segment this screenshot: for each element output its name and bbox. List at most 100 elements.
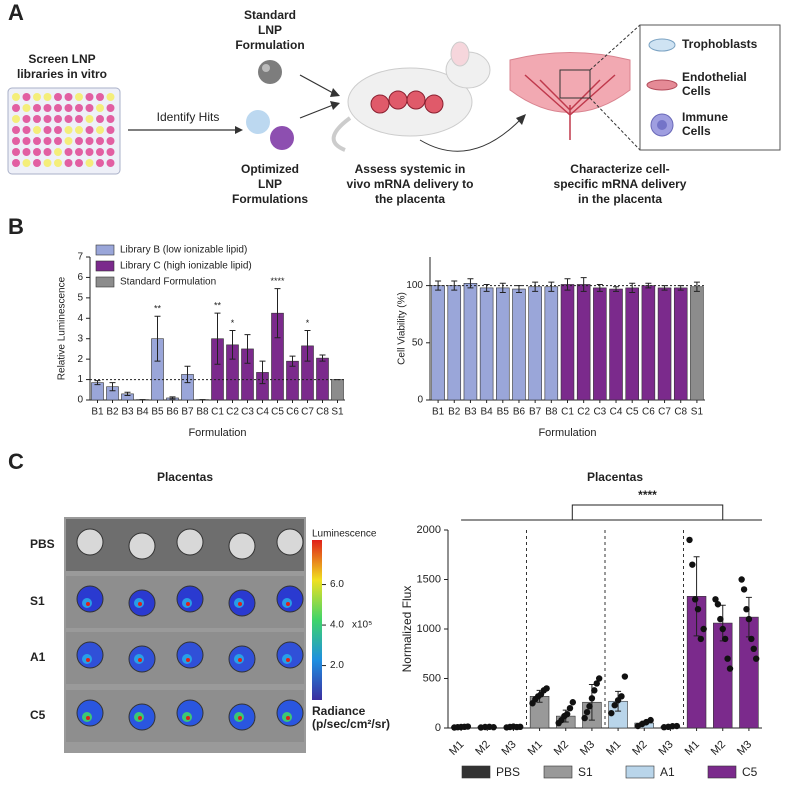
data-point xyxy=(647,716,654,724)
data-point xyxy=(694,606,702,613)
x-tick-label: C2 xyxy=(577,407,590,418)
well xyxy=(85,137,94,145)
caption-line: LNP xyxy=(258,177,282,191)
data-point xyxy=(752,655,760,662)
well xyxy=(33,126,41,134)
x-tick-label: B6 xyxy=(166,407,179,418)
x-tick-label: M3 xyxy=(499,739,518,758)
well xyxy=(12,104,20,112)
y-tick-label: 2 xyxy=(77,354,83,365)
data-point xyxy=(618,693,625,700)
legend-label: S1 xyxy=(578,765,593,779)
error-bar xyxy=(94,380,101,386)
well xyxy=(12,148,20,156)
legend-label: C5 xyxy=(742,765,758,779)
legend-label: PBS xyxy=(496,765,520,779)
bar xyxy=(286,360,299,401)
well xyxy=(64,159,73,167)
well xyxy=(75,126,83,134)
bar xyxy=(544,286,559,401)
signal xyxy=(86,602,90,606)
data-point xyxy=(608,709,615,717)
error-bar xyxy=(548,281,555,292)
error-bar xyxy=(169,396,176,400)
data-point xyxy=(490,724,497,731)
bar xyxy=(528,286,542,401)
image-title: Placentas xyxy=(157,470,213,484)
x-tick-label: C4 xyxy=(610,407,623,418)
bar xyxy=(657,287,672,401)
data-point xyxy=(724,655,731,662)
error-bar xyxy=(645,282,652,289)
data-point xyxy=(611,702,618,709)
well xyxy=(106,159,115,167)
y-axis-label: Relative Luminescence xyxy=(57,276,68,380)
significance: * xyxy=(231,318,235,328)
signal xyxy=(138,658,142,662)
y-tick-label: 7 xyxy=(77,252,83,263)
well xyxy=(96,115,104,123)
well xyxy=(12,159,20,167)
well xyxy=(43,148,52,156)
signal xyxy=(186,602,190,606)
bracket-label: **** xyxy=(638,488,657,502)
x-tick-label: B8 xyxy=(196,407,209,418)
x-tick-label: C7 xyxy=(301,407,314,418)
caption-line: Cells xyxy=(682,124,711,138)
y-axis-label: Cell Viability (%) xyxy=(397,292,408,365)
data-point xyxy=(743,606,750,613)
error-bar xyxy=(229,330,236,360)
y-tick-label: 0 xyxy=(435,722,441,734)
well xyxy=(85,148,94,156)
error-bar xyxy=(154,315,161,362)
well xyxy=(75,104,83,112)
signal xyxy=(138,602,142,606)
well xyxy=(96,126,104,134)
y-tick-label: 1 xyxy=(77,374,83,385)
caption-line: Screen LNP xyxy=(28,52,95,66)
x-tick-label: C4 xyxy=(256,407,269,418)
error-bar xyxy=(467,278,474,289)
well xyxy=(106,93,115,101)
caption-line: specific mRNA delivery xyxy=(554,177,687,191)
signal xyxy=(286,658,290,662)
well xyxy=(54,148,62,156)
y-tick-label: 5 xyxy=(77,292,83,303)
bar xyxy=(331,379,344,401)
well xyxy=(85,104,94,112)
x-tick-label: C6 xyxy=(286,407,299,418)
x-tick-label: C3 xyxy=(241,407,254,418)
well xyxy=(33,115,41,123)
arrow-label: Identify Hits xyxy=(157,110,220,124)
x-tick-label: B7 xyxy=(181,407,194,418)
bar xyxy=(316,357,329,401)
x-tick-label: S1 xyxy=(331,407,344,418)
data-point xyxy=(691,596,699,603)
well xyxy=(75,93,83,101)
row-label: A1 xyxy=(30,650,46,664)
caption-line: the placenta xyxy=(375,192,445,206)
bar xyxy=(625,287,639,401)
data-point xyxy=(689,561,696,568)
error-bar xyxy=(532,281,539,292)
well xyxy=(85,115,94,123)
data-point xyxy=(593,680,600,687)
colorbar-tick-label: 6.0 xyxy=(330,579,344,590)
panel-label: B xyxy=(8,214,24,239)
row-label: S1 xyxy=(30,594,45,608)
placenta xyxy=(228,532,256,560)
y-tick-label: 6 xyxy=(77,272,83,283)
caption-line: Radiance xyxy=(312,704,366,718)
data-point xyxy=(738,576,745,583)
error-bar xyxy=(304,330,311,362)
well xyxy=(75,159,83,167)
data-point xyxy=(700,625,707,633)
data-point xyxy=(714,601,722,608)
well xyxy=(33,137,41,145)
well xyxy=(22,159,31,167)
x-tick-label: M3 xyxy=(735,739,754,758)
y-tick-label: 0 xyxy=(77,395,83,406)
signal xyxy=(238,716,242,720)
bar xyxy=(593,287,607,401)
error-bar xyxy=(580,277,587,292)
